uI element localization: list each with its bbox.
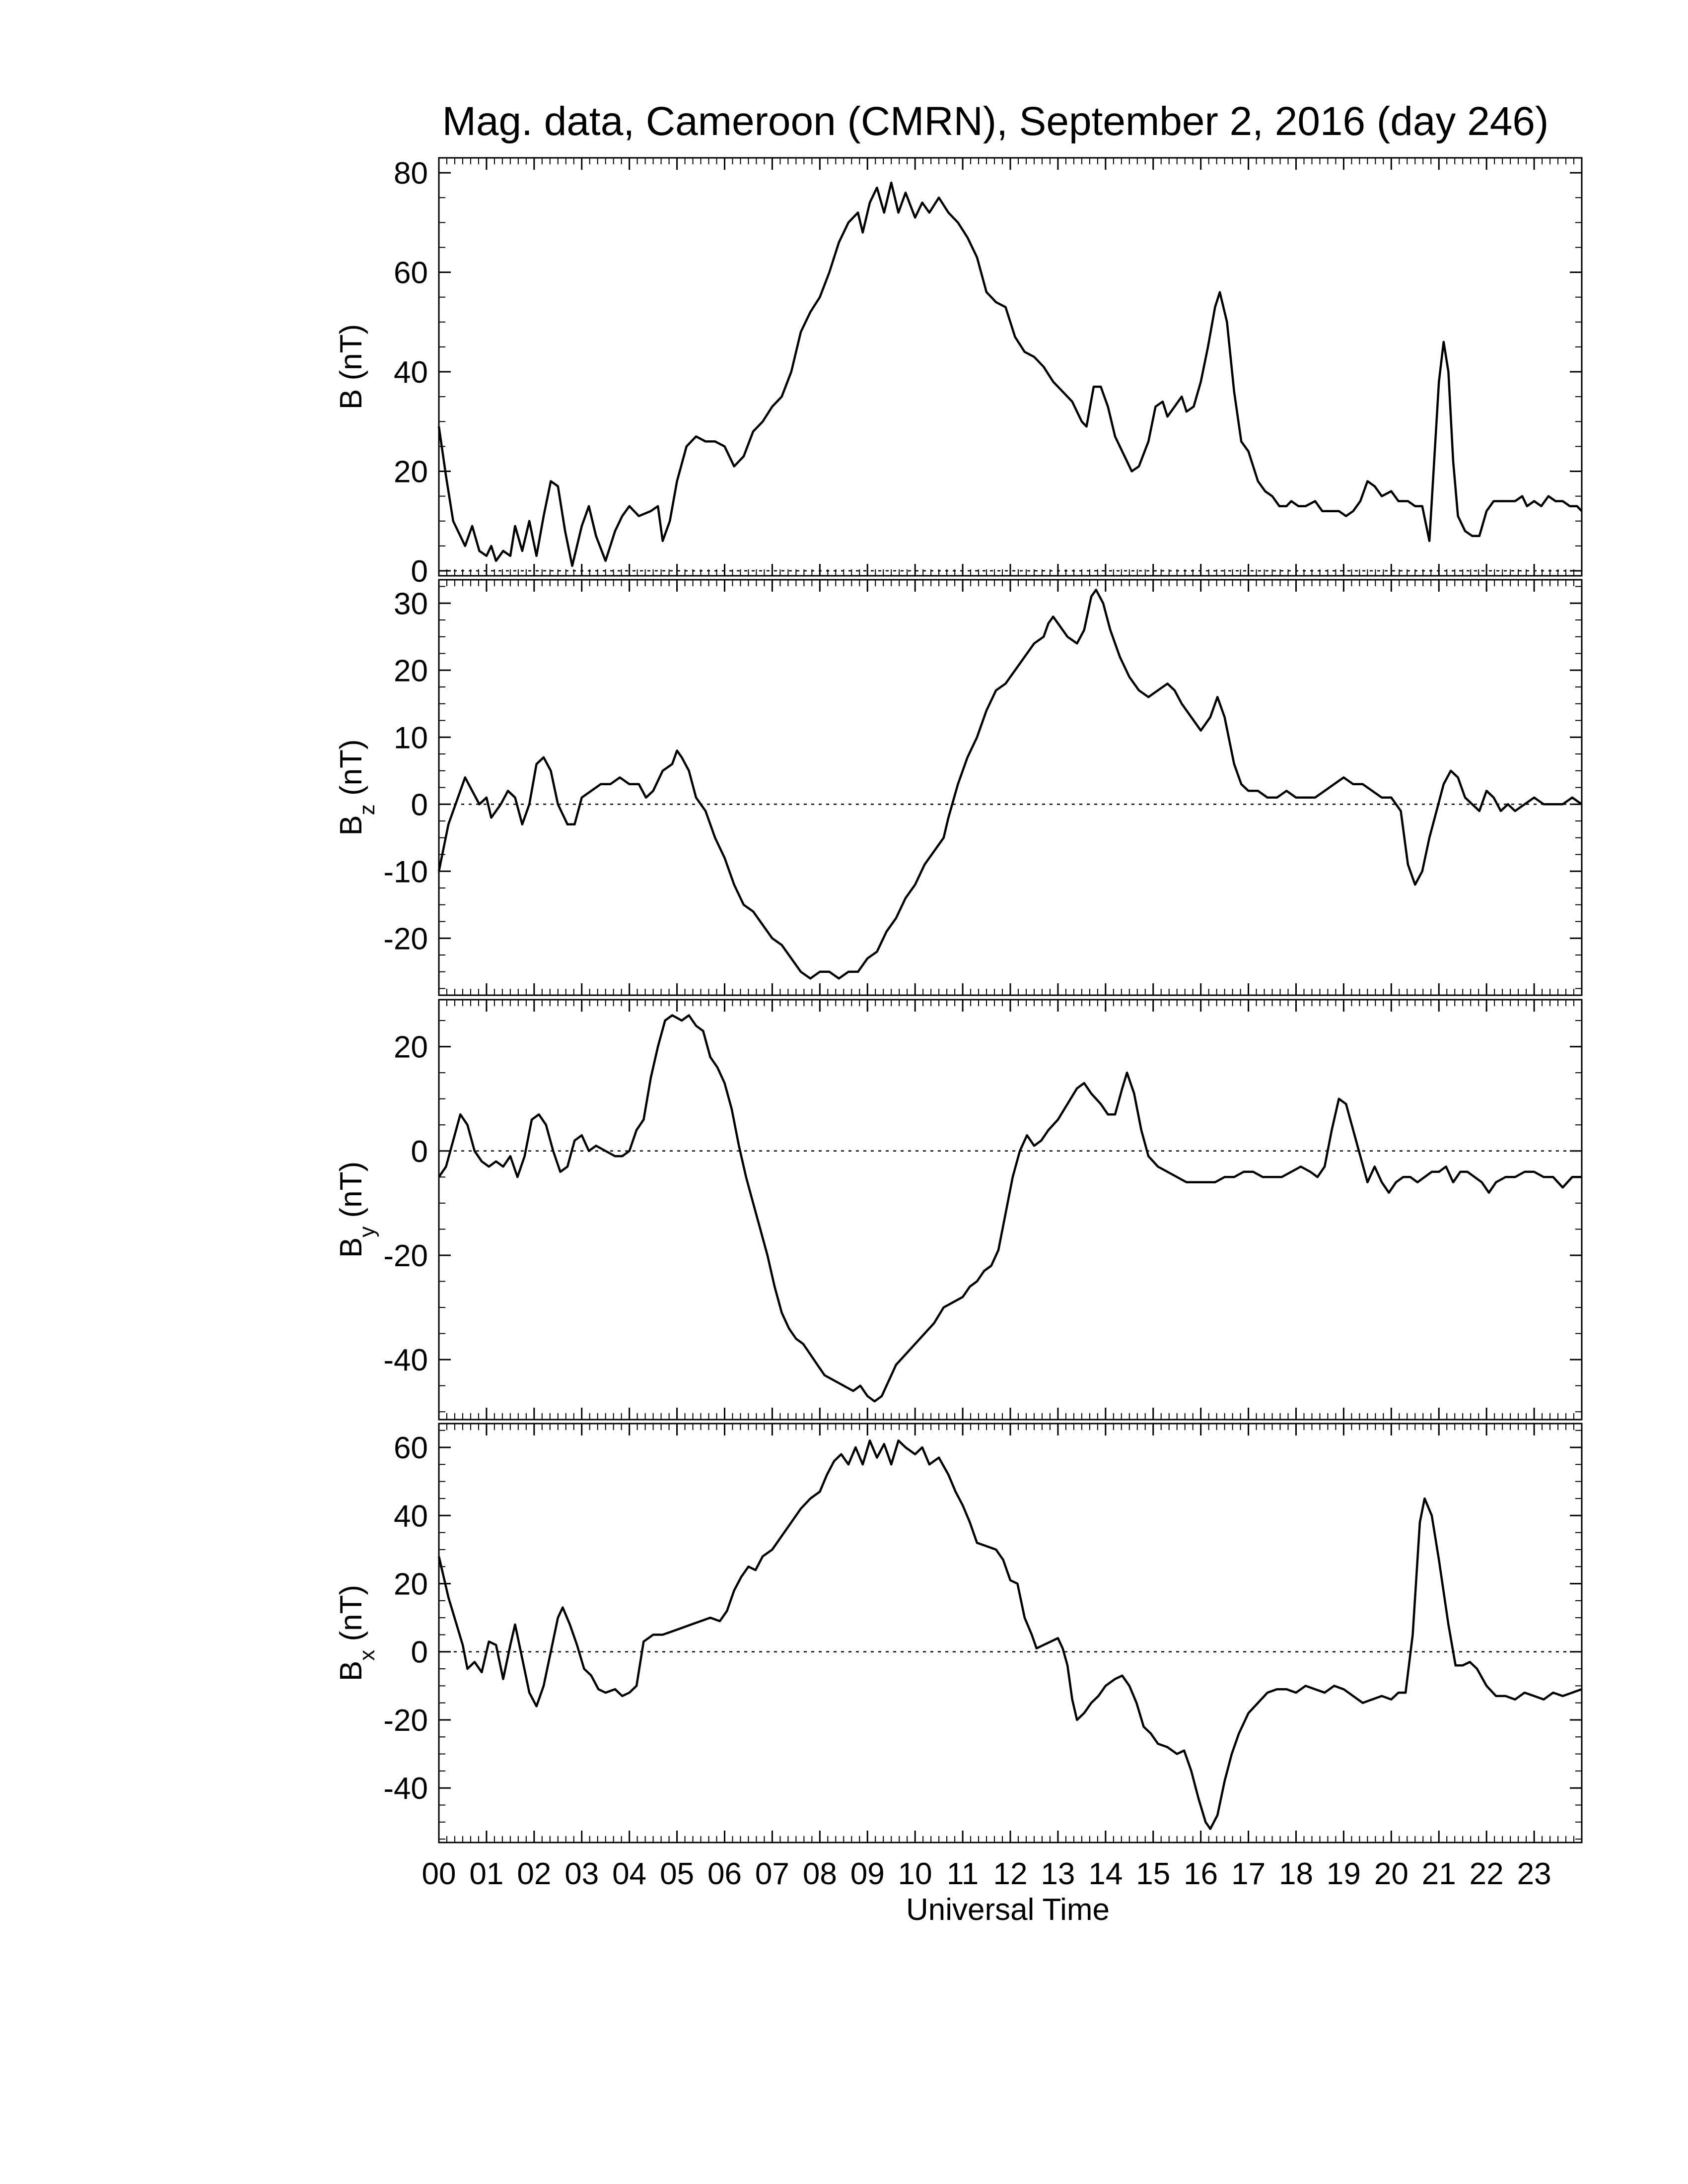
x-tick-label: 22 [1470, 1857, 1504, 1891]
x-tick-label: 20 [1374, 1857, 1408, 1891]
x-tick-label: 07 [755, 1857, 789, 1891]
y-ticks [439, 1430, 1582, 1840]
y-tick-label: -40 [383, 1772, 428, 1806]
x-tick-label: 06 [707, 1857, 742, 1891]
x-tick-label: 10 [898, 1857, 932, 1891]
y-tick-label: 0 [411, 554, 428, 589]
panel-b: 0 20 40 60 80 B (nT) [334, 156, 1583, 589]
series-line-by [438, 1014, 1582, 1403]
x-tick-label: 02 [517, 1857, 551, 1891]
y-tick-label: 40 [394, 355, 428, 390]
x-tick-label: 04 [612, 1857, 646, 1891]
y-tick-label: -20 [383, 922, 428, 956]
x-ticks [438, 158, 1583, 576]
y-axis-label: Bz (nT) [334, 739, 379, 835]
y-ticks [439, 1020, 1582, 1413]
x-tick-label: 12 [993, 1857, 1028, 1891]
plot-frame [438, 1423, 1583, 1843]
y-axis-label: B (nT) [334, 324, 368, 410]
y-tick-label: -20 [383, 1704, 428, 1738]
y-tick-label: 20 [394, 455, 428, 489]
panel-by: -40 -20 0 20 By (nT) [334, 999, 1583, 1421]
y-tick-label: 20 [394, 654, 428, 688]
plot-frame [438, 999, 1583, 1421]
y-axis-label: Bx (nT) [334, 1585, 379, 1681]
x-tick-label: 05 [660, 1857, 694, 1891]
x-tick-label: 00 [422, 1857, 456, 1891]
x-tick-label: 21 [1422, 1857, 1456, 1891]
y-ticks [439, 586, 1582, 989]
x-tick-label: 03 [564, 1857, 599, 1891]
plot-frame [438, 157, 1583, 577]
x-axis-label: Universal Time [906, 1893, 1110, 1927]
chart-title: Mag. data, Cameroon (CMRN), September 2,… [442, 99, 1549, 144]
x-tick-label: 16 [1184, 1857, 1218, 1891]
y-tick-label: 0 [411, 1135, 428, 1169]
x-tick-label: 15 [1136, 1857, 1170, 1891]
x-tick-label: 23 [1517, 1857, 1551, 1891]
x-tick-label: 11 [947, 1857, 979, 1891]
y-tick-label: -40 [383, 1343, 428, 1377]
y-tick-label: 20 [394, 1030, 428, 1065]
panel-bz: -20 -10 0 10 20 30 Bz (nT) [334, 579, 1583, 996]
x-tick-label: 08 [803, 1857, 837, 1891]
x-tick-label: 14 [1088, 1857, 1123, 1891]
y-tick-label: 30 [394, 587, 428, 621]
panel-bx: -40 -20 0 20 40 60 Bx (nT) [334, 1423, 1583, 1843]
y-tick-label: 40 [394, 1499, 428, 1533]
series-line-b [437, 181, 1583, 567]
x-tick-label: 19 [1327, 1857, 1361, 1891]
y-ticks [439, 172, 1582, 572]
x-ticks [438, 1000, 1583, 1420]
y-tick-label: 60 [394, 1431, 428, 1465]
x-ticks [438, 1424, 1583, 1843]
chart-panels: 0 20 40 60 80 B (nT) -20 -10 0 10 20 30 Bz (nT) -40 -2… [334, 156, 1583, 1843]
x-axis-tick-labels: 00 01 02 03 04 05 06 07 08 09 10 11 12 13 14 15 16 17 18 19… [422, 1857, 1551, 1891]
y-tick-label: 60 [394, 256, 428, 290]
y-tick-label: -20 [383, 1239, 428, 1273]
x-tick-label: 01 [469, 1857, 503, 1891]
plot-frame [438, 579, 1583, 996]
x-tick-label: 09 [850, 1857, 885, 1891]
y-tick-label: 80 [394, 156, 428, 191]
y-tick-label: 20 [394, 1568, 428, 1602]
series-line-bz [437, 589, 1583, 980]
x-tick-label: 17 [1231, 1857, 1266, 1891]
y-tick-label: 0 [411, 1636, 428, 1670]
x-ticks [438, 580, 1583, 995]
y-axis-label: By (nT) [334, 1161, 379, 1258]
y-tick-label: 0 [411, 788, 428, 822]
series-line-bx [437, 1439, 1582, 1830]
x-tick-label: 18 [1279, 1857, 1313, 1891]
y-tick-label: 10 [394, 721, 428, 755]
y-tick-label: -10 [383, 855, 428, 889]
x-tick-label: 13 [1041, 1857, 1075, 1891]
